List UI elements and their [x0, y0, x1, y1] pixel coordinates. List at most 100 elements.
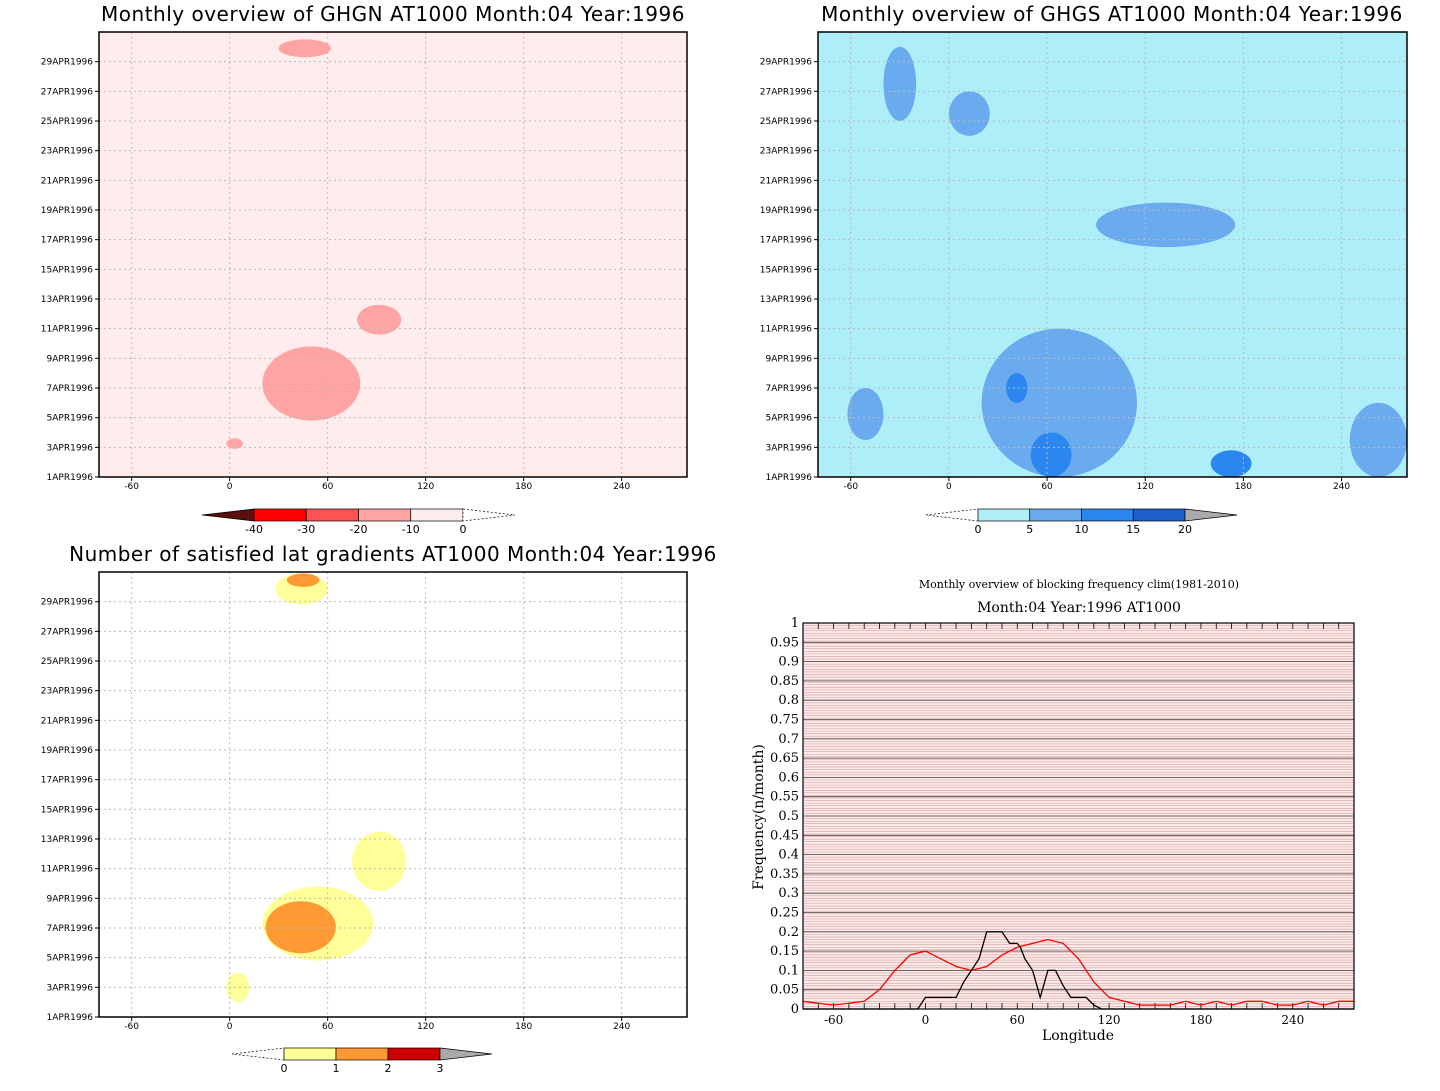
colorbar-segment	[335, 1047, 389, 1061]
x-tick-label: -60	[124, 1022, 139, 1032]
y-tick-label: 1APR1996	[766, 473, 813, 483]
y-tick-label: 29APR1996	[760, 58, 812, 68]
y-tick-label: 27APR1996	[760, 87, 812, 97]
y-tick-label: 0.3	[778, 886, 799, 901]
colorbar-label: 20	[1178, 523, 1192, 536]
plot-area	[98, 571, 688, 1018]
plot-frame	[802, 622, 1355, 1010]
colorbar-segment	[1081, 508, 1134, 522]
colorbar-segment	[387, 1047, 441, 1061]
contour-region	[262, 346, 361, 421]
y-tick-label: 0.8	[778, 693, 799, 708]
colorbar-segment	[253, 508, 307, 522]
contour-region	[1210, 450, 1252, 477]
y-tick-label: 19APR1996	[41, 746, 93, 756]
y-tick-label: 15APR1996	[41, 265, 93, 275]
y-tick-label: 0.95	[770, 635, 799, 650]
y-tick-label: 0.9	[778, 655, 799, 670]
colorbar-label: 1	[333, 1062, 340, 1075]
colorbar-label: 0	[281, 1062, 288, 1075]
chart-title: Number of satisfied lat gradients AT1000…	[69, 542, 717, 566]
x-tick-label: 120	[417, 482, 434, 492]
contour-region	[1030, 432, 1072, 477]
y-tick-label: 0.85	[770, 674, 799, 689]
x-tick-label: 180	[1235, 482, 1252, 492]
x-tick-label: 120	[417, 1022, 434, 1032]
colorbar-segment	[283, 1047, 337, 1061]
y-tick-label: 0.7	[778, 732, 799, 747]
y-tick-label: 17APR1996	[41, 236, 93, 246]
ghgs-heatmap-panel: Monthly overview of GHGS AT1000 Month:04…	[760, 2, 1408, 536]
colorbar-label: 0	[975, 523, 982, 536]
y-tick-label: 0.35	[770, 867, 799, 882]
colorbar-segment	[410, 508, 464, 522]
colorbar-extend-high	[1184, 508, 1238, 522]
y-tick-label: 3APR1996	[766, 443, 813, 453]
y-tick-label: 21APR1996	[760, 176, 812, 186]
contour-region	[1006, 373, 1028, 403]
y-tick-label: 13APR1996	[41, 835, 93, 845]
y-tick-label: 0.15	[770, 944, 799, 959]
y-tick-label: 29APR1996	[41, 58, 93, 68]
y-tick-label: 5APR1996	[47, 414, 94, 424]
series-line-black	[803, 931, 1354, 1010]
y-tick-label: 9APR1996	[47, 894, 94, 904]
y-axis-label: Frequency(n/month)	[751, 744, 767, 890]
y-tick-label: 0.65	[770, 751, 799, 766]
x-tick-label: 60	[1041, 482, 1053, 492]
colorbar-segment	[358, 508, 412, 522]
contour-region	[226, 438, 243, 449]
contour-region	[948, 91, 990, 136]
y-tick-label: 5APR1996	[766, 414, 813, 424]
colorbar-label: 2	[385, 1062, 392, 1075]
y-tick-label: 15APR1996	[41, 805, 93, 815]
y-tick-label: 27APR1996	[41, 627, 93, 637]
lat-gradients-heatmap-panel: Number of satisfied lat gradients AT1000…	[41, 542, 717, 1075]
contour-region	[847, 388, 884, 440]
colorbar: -40 -30 -20 -10 0	[201, 508, 516, 536]
x-tick-label: 180	[515, 1022, 532, 1032]
blocking-frequency-line-panel: Monthly overview of blocking frequency c…	[751, 578, 1355, 1044]
y-tick-label: 23APR1996	[41, 687, 93, 697]
y-tick-label: 17APR1996	[760, 236, 812, 246]
colorbar-extend-low	[231, 1047, 285, 1061]
colorbar-segment	[1132, 508, 1186, 522]
x-tick-label: 180	[515, 482, 532, 492]
plot-frame	[98, 571, 688, 1018]
x-tick-label: 240	[613, 482, 630, 492]
axis-ticks: -60 0 60 120 180 240 1APR1996 3APR1996 5APR1996 7…	[41, 598, 631, 1032]
y-tick-label: 19APR1996	[760, 206, 812, 216]
x-tick-label: 0	[227, 482, 233, 492]
y-tick-label: 7APR1996	[766, 384, 813, 394]
y-tick-label: 3APR1996	[47, 983, 94, 993]
y-tick-label: 15APR1996	[760, 265, 812, 275]
contour-region	[357, 304, 402, 335]
y-tick-label: 0.6	[778, 770, 799, 785]
x-tick-label: -60	[843, 482, 858, 492]
ghgn-heatmap-panel: Monthly overview of GHGN AT1000 Month:04…	[41, 2, 688, 536]
y-tick-label: 13APR1996	[760, 295, 812, 305]
y-tick-label: 19APR1996	[41, 206, 93, 216]
y-tick-label: 13APR1996	[41, 295, 93, 305]
y-tick-label: 11APR1996	[41, 865, 93, 875]
series-line-red	[802, 938, 1354, 1006]
field-background	[99, 572, 687, 1017]
y-tick-label: 1APR1996	[47, 1013, 94, 1023]
plot-area	[817, 31, 1408, 478]
x-tick-label: 240	[1281, 1013, 1304, 1027]
contour-region	[286, 573, 320, 587]
y-tick-label: 11APR1996	[41, 325, 93, 335]
y-tick-label: 21APR1996	[41, 716, 93, 726]
y-tick-label: 25APR1996	[41, 117, 93, 127]
chart-title: Monthly overview of GHGS AT1000 Month:04…	[821, 2, 1403, 26]
contour-regions	[226, 573, 407, 1003]
x-tick-label: -60	[824, 1013, 843, 1027]
x-tick-label: 120	[1137, 482, 1154, 492]
x-tick-label: 180	[1189, 1013, 1212, 1027]
colorbar-extend-high	[439, 1047, 493, 1061]
contour-regions	[226, 39, 402, 449]
x-tick-label: 240	[1333, 482, 1350, 492]
contour-regions	[847, 46, 1407, 477]
colorbar-label: 10	[1075, 523, 1089, 536]
y-tick-label: 21APR1996	[41, 176, 93, 186]
